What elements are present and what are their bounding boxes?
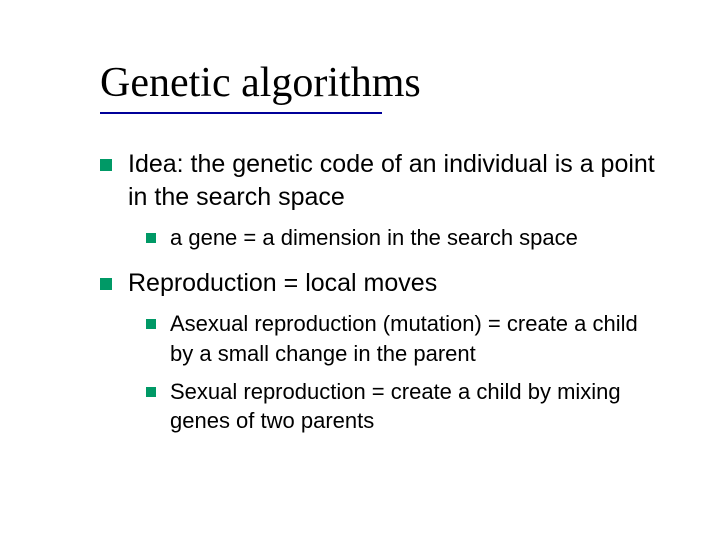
bullet-level2: Sexual reproduction = create a child by …	[146, 377, 660, 436]
title-block: Genetic algorithms	[100, 60, 660, 114]
bullet-level1: Idea: the genetic code of an individual …	[100, 148, 660, 213]
bullet-level2: a gene = a dimension in the search space	[146, 223, 660, 253]
bullet-text: Idea: the genetic code of an individual …	[128, 150, 655, 211]
slide-title: Genetic algorithms	[100, 60, 660, 106]
bullet-text: Asexual reproduction (mutation) = create…	[170, 311, 638, 366]
bullet-level2: Asexual reproduction (mutation) = create…	[146, 309, 660, 368]
square-bullet-icon	[146, 233, 156, 243]
bullet-level1: Reproduction = local moves	[100, 267, 660, 300]
square-bullet-icon	[146, 319, 156, 329]
square-bullet-icon	[100, 159, 112, 171]
title-underline	[100, 112, 382, 114]
square-bullet-icon	[100, 278, 112, 290]
bullet-text: Reproduction = local moves	[128, 269, 437, 297]
bullet-text: Sexual reproduction = create a child by …	[170, 379, 621, 434]
bullet-text: a gene = a dimension in the search space	[170, 225, 578, 250]
slide: Genetic algorithms Idea: the genetic cod…	[0, 0, 720, 540]
square-bullet-icon	[146, 387, 156, 397]
